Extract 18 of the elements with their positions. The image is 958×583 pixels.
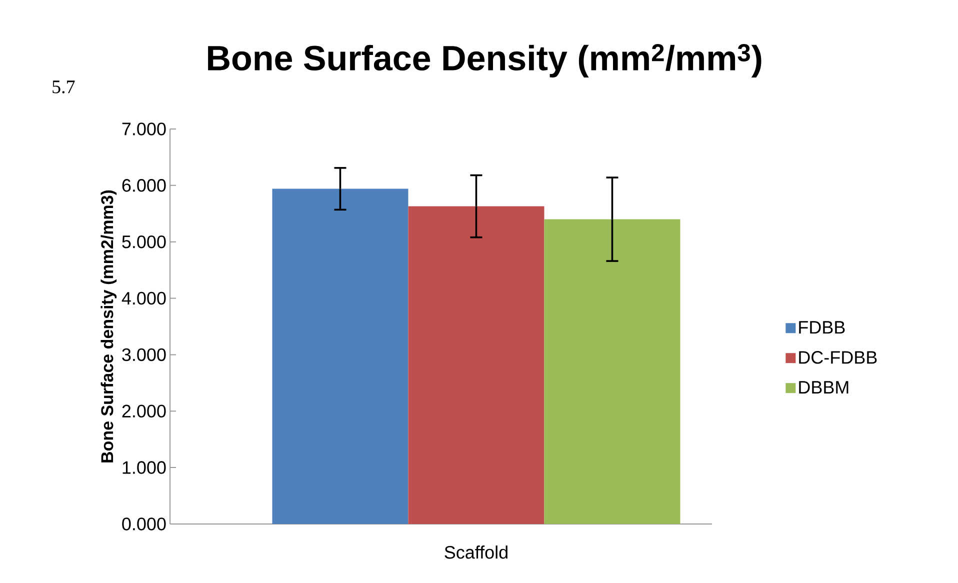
- y-tick-label: 0.000: [122, 518, 166, 530]
- y-tick-label: 5.000: [122, 235, 166, 248]
- y-tick-label: 3.000: [122, 348, 166, 362]
- y-tick-label: 6.000: [122, 179, 166, 192]
- y-tick-label: 4.000: [122, 292, 166, 305]
- legend-label: FDBB: [799, 321, 845, 334]
- bar: [408, 206, 544, 524]
- x-tick-label: Scaffold: [444, 546, 508, 559]
- y-tick-label: 1.000: [122, 461, 166, 474]
- text: 5.7: [52, 80, 75, 94]
- legend-label: DC-FDBB: [799, 351, 877, 364]
- legend-label: DBBM: [799, 381, 848, 394]
- bar: [544, 219, 680, 524]
- bar: [272, 188, 408, 524]
- y-tick-label: 2.000: [122, 404, 166, 418]
- y-axis-title: Bone Surface density (mm2/mm3): [100, 190, 117, 462]
- y-tick-label: 7.000: [122, 122, 166, 136]
- chart-title: Bone Surface Density (mm$^{2}$/mm$^{3}$): [208, 44, 762, 78]
